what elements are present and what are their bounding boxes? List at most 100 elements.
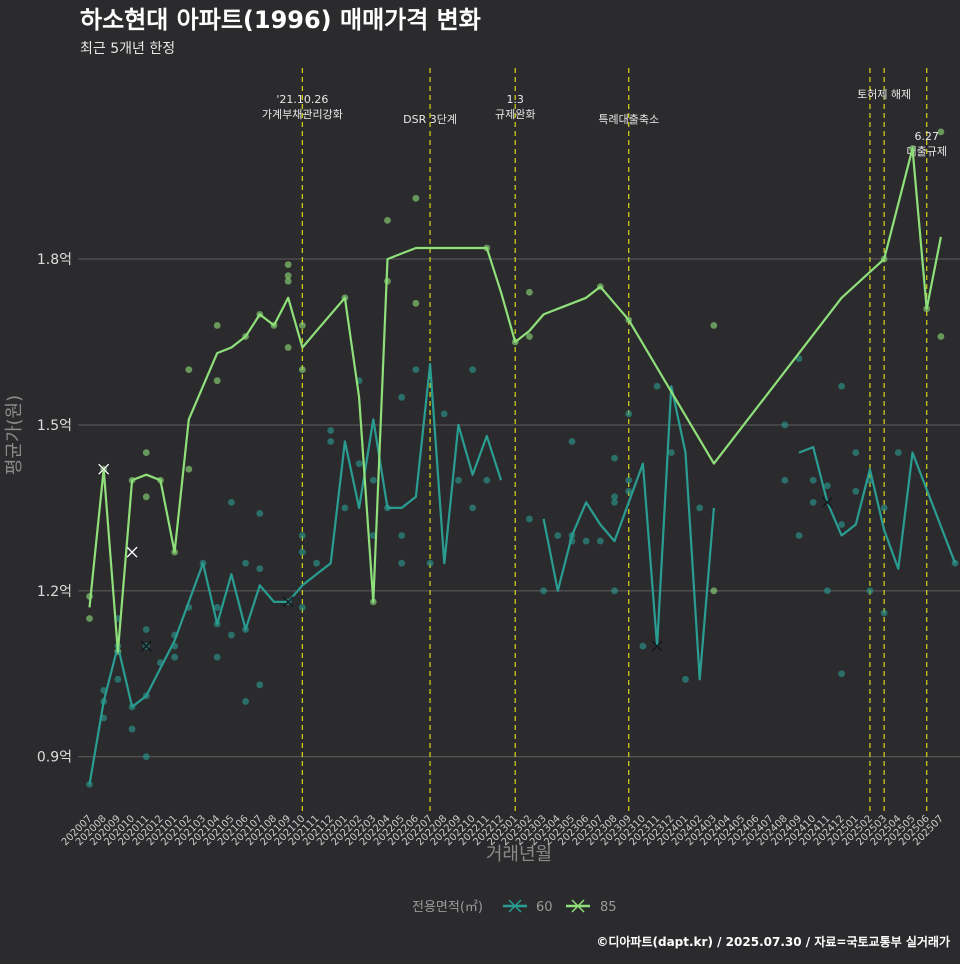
data-point-60 (880, 504, 888, 512)
data-point-60 (313, 559, 320, 567)
x-axis-ticks: 2020072020082020092020102020112020122021… (60, 813, 946, 848)
data-point-60 (781, 421, 789, 429)
data-point-60 (795, 532, 803, 539)
data-point-60 (611, 493, 618, 501)
data-point-60 (823, 482, 831, 490)
data-point-60 (894, 449, 902, 456)
cross-marker-60 (821, 496, 833, 508)
data-point-60 (625, 410, 633, 418)
data-point-60 (298, 604, 306, 611)
legend-label-85: 85 (600, 900, 617, 915)
data-point-85 (525, 333, 533, 340)
data-point-60 (823, 587, 831, 595)
y-tick-label: 1.5억 (37, 418, 72, 434)
event-label: 토허제 해제 (857, 87, 911, 101)
event-label: 규제완화 (495, 108, 535, 121)
data-point-60 (852, 449, 860, 456)
data-point-60 (625, 476, 633, 484)
data-point-60 (228, 498, 235, 506)
data-point-60 (469, 366, 477, 374)
data-point-60 (228, 631, 235, 639)
y-axis-ticks: 0.9억 1.2억 1.5억 1.8억 (37, 252, 72, 766)
data-point-60 (128, 725, 136, 733)
data-point-60 (256, 510, 264, 517)
series-line-85 (88, 147, 942, 653)
data-point-85 (937, 333, 945, 340)
y-tick-label: 1.2억 (37, 584, 72, 600)
data-point-60 (398, 393, 406, 401)
event-lines: '21.10.26 가계부채관리강화 DSR 3단계 1.3 규제완화 특례대출축소 토허제… (262, 68, 947, 812)
data-point-60 (838, 382, 845, 390)
data-point-85 (710, 587, 718, 595)
data-point-60 (298, 548, 306, 556)
data-point-85 (185, 465, 193, 473)
y-axis-title: 평균가(원) (4, 395, 25, 475)
data-point-60 (582, 537, 590, 545)
data-point-60 (540, 587, 547, 595)
data-point-60 (341, 504, 349, 512)
data-point-60 (355, 460, 363, 468)
data-point-85 (412, 299, 420, 307)
cross-marker-60 (651, 640, 663, 652)
data-points (86, 128, 959, 788)
data-point-60 (298, 532, 306, 539)
gridlines (78, 258, 960, 758)
data-point-60 (142, 626, 150, 633)
data-point-60 (426, 559, 434, 567)
data-point-85 (710, 322, 718, 329)
cross-marker-60 (140, 640, 152, 652)
data-point-60 (880, 609, 888, 617)
data-point-85 (284, 272, 292, 280)
series-line-60 (798, 446, 957, 570)
data-point-85 (284, 277, 292, 285)
chart-subtitle: 최근 5개년 한정 (80, 41, 175, 57)
data-point-85 (284, 261, 292, 268)
data-point-60 (838, 670, 845, 678)
data-point-60 (213, 653, 221, 661)
data-point-85 (298, 322, 306, 329)
caption: ©디아파트(dapt.kr) / 2025.07.30 / 자료=국토교통부 실… (596, 934, 950, 949)
legend-title: 전용면적(㎡) (412, 900, 483, 915)
chart-title: 하소현대 아파트(1996) 매매가격 변화 (80, 6, 481, 34)
event-label: 특례대출축소 (598, 113, 659, 126)
data-point-60 (568, 438, 576, 445)
data-point-60 (866, 587, 874, 595)
event-label: 1.3 (506, 93, 524, 106)
event-label: '21.10.26 (276, 93, 328, 106)
cross-marker-85 (98, 463, 110, 475)
series-lines (88, 147, 957, 785)
data-point-85 (284, 344, 292, 351)
data-point-60 (327, 438, 335, 445)
data-point-60 (611, 587, 618, 595)
y-tick-label: 0.9억 (37, 750, 72, 766)
y-tick-label: 1.8억 (37, 252, 72, 268)
data-point-85 (298, 366, 306, 374)
data-point-85 (937, 128, 945, 136)
data-point-85 (213, 377, 221, 385)
series-line-60 (542, 385, 715, 681)
data-point-60 (171, 653, 179, 661)
data-point-60 (327, 427, 335, 434)
data-point-85 (86, 615, 93, 622)
x-axis-title: 거래년월 (486, 844, 552, 865)
legend-item-85: 85 (566, 899, 617, 915)
data-point-60 (455, 476, 462, 484)
data-point-60 (625, 487, 633, 495)
legend-item-60: 60 (503, 899, 553, 915)
data-point-60 (213, 604, 221, 611)
data-point-60 (142, 753, 150, 761)
data-point-85 (142, 449, 150, 456)
legend-label-60: 60 (536, 900, 553, 915)
data-point-60 (838, 521, 845, 528)
data-point-60 (852, 487, 860, 495)
data-point-60 (596, 537, 604, 545)
data-point-60 (242, 559, 249, 567)
data-point-60 (369, 476, 377, 484)
data-point-60 (809, 476, 817, 484)
data-point-60 (256, 565, 264, 573)
data-point-60 (412, 366, 420, 374)
data-point-85 (185, 366, 193, 374)
event-label: 가계부채관리강화 (262, 108, 343, 121)
cross-marker-85 (126, 546, 138, 558)
data-point-60 (398, 559, 406, 567)
